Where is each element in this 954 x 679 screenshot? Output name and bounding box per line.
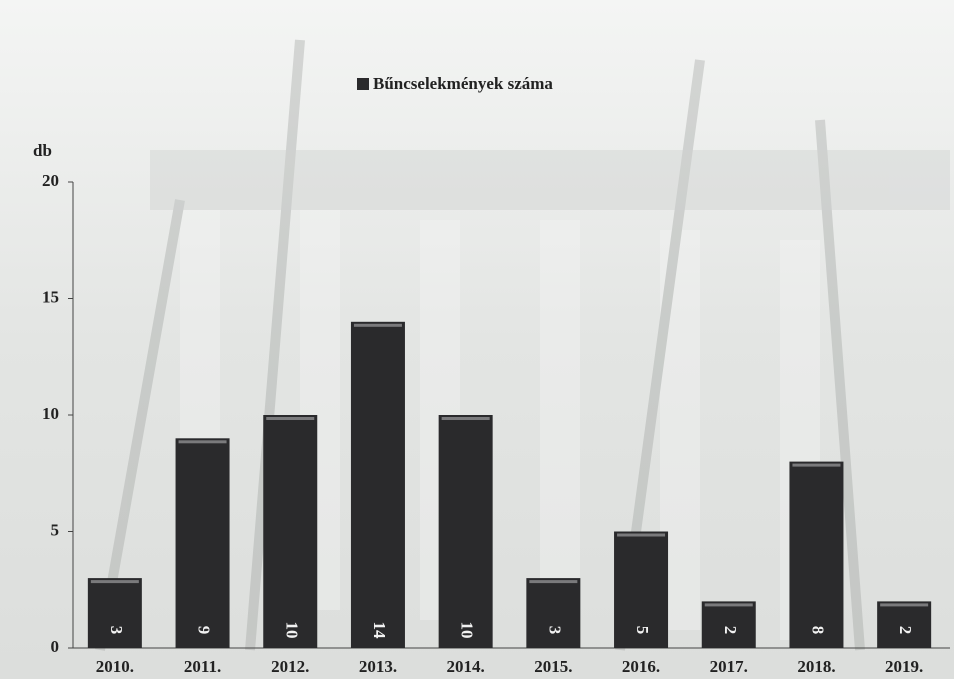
value-label: 10 [282,622,301,639]
y-tick-label: 15 [42,287,59,306]
x-tick-label: 2019. [885,657,923,676]
value-label: 2 [896,626,915,635]
bar-highlight [704,603,753,607]
bar-highlight [178,440,227,444]
bar-highlight [617,533,666,537]
bar [263,415,318,648]
bar [614,531,669,648]
value-label: 3 [545,626,564,635]
x-tick-label: 2013. [359,657,397,676]
bar [701,601,756,648]
y-tick-label: 20 [42,171,59,190]
x-tick-label: 2011. [184,657,221,676]
bar [789,461,844,648]
y-tick-label: 5 [51,520,60,539]
value-label: 9 [195,626,214,635]
x-tick-label: 2018. [797,657,835,676]
value-label: 14 [370,622,389,640]
bar [87,578,142,648]
bar-highlight [792,463,841,467]
bar-highlight [266,417,315,420]
bar [438,415,493,648]
x-tick-label: 2014. [447,657,485,676]
x-tick-label: 2015. [534,657,572,676]
value-label: 2 [721,626,740,635]
y-tick-label: 10 [42,404,59,423]
bar-highlight [353,323,402,327]
x-tick-label: 2012. [271,657,309,676]
bar [526,578,581,648]
x-tick-label: 2017. [710,657,748,676]
y-axis-label: db [33,141,52,160]
value-label: 8 [809,626,828,635]
legend-swatch [357,78,369,90]
x-tick-label: 2010. [96,657,134,676]
bar-highlight [441,417,490,420]
value-label: 10 [458,622,477,639]
value-label: 5 [633,626,652,635]
y-tick-label: 0 [51,637,60,656]
bar-highlight [529,580,578,584]
bar-highlight [90,580,139,584]
legend-label: Bűncselekmények száma [373,74,553,93]
value-label: 3 [107,626,126,635]
bar [175,438,230,648]
x-tick-label: 2016. [622,657,660,676]
bar-highlight [880,603,929,607]
bar [350,321,405,648]
bar [877,601,932,648]
